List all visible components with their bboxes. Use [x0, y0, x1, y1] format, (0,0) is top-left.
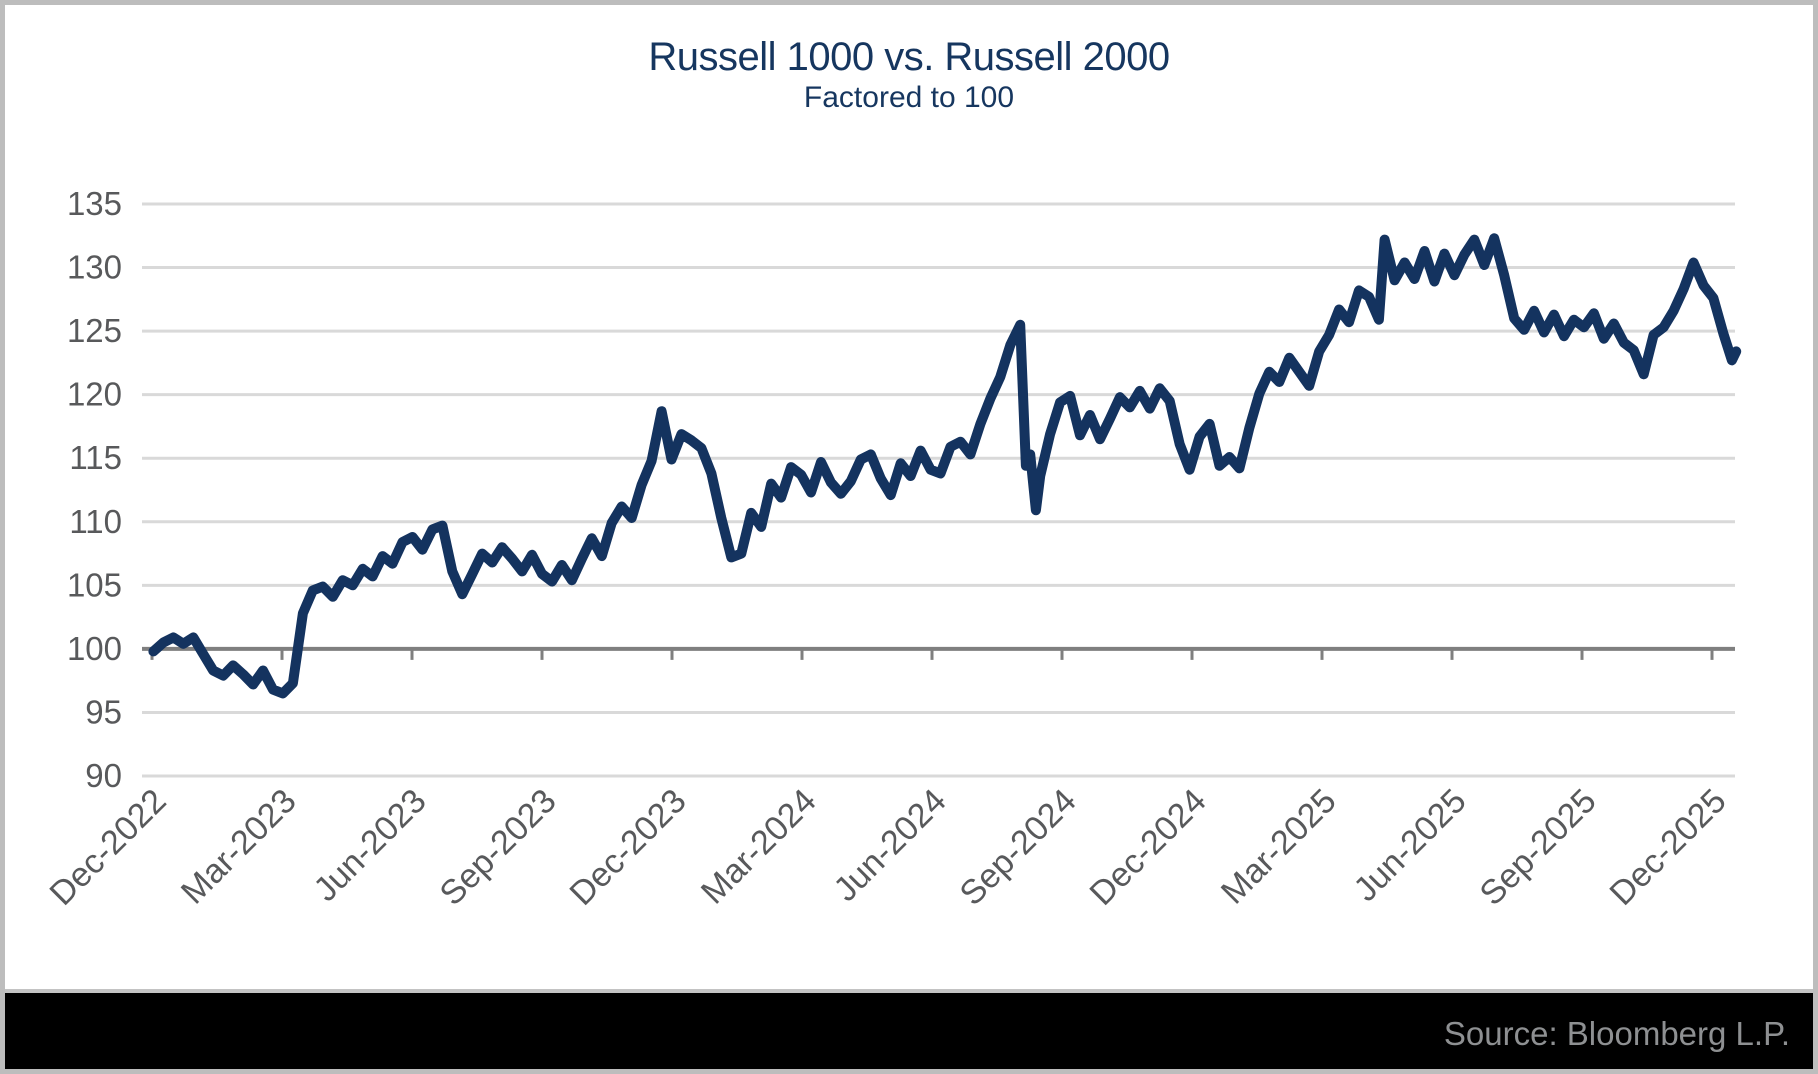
y-axis-label-135: 135 — [67, 185, 122, 222]
x-axis-label-Jun-2023: Jun-2023 — [307, 782, 434, 909]
y-axis-label-105: 105 — [67, 566, 122, 603]
y-axis-label-115: 115 — [69, 439, 122, 476]
x-axis-label-Jun-2024: Jun-2024 — [827, 782, 954, 909]
page-title: Russell 1000 vs. Russell 2000 — [648, 35, 1170, 79]
x-axis-label-Sep-2023: Sep-2023 — [433, 782, 564, 913]
x-axis-label-Dec-2022: Dec-2022 — [43, 782, 174, 913]
source-footer-bar: Source: Bloomberg L.P. — [5, 989, 1813, 1069]
page-subtitle: Factored to 100 — [803, 81, 1015, 114]
x-axis-label-Sep-2025: Sep-2025 — [1473, 782, 1604, 913]
x-axis-label-Mar-2025: Mar-2025 — [1214, 782, 1344, 912]
x-axis-label-Mar-2023: Mar-2023 — [174, 782, 304, 912]
y-axis-label-90: 90 — [85, 757, 122, 794]
y-axis-label-100: 100 — [67, 630, 122, 667]
y-axis-label-130: 130 — [67, 249, 122, 286]
russell-ratio-line — [148, 233, 1742, 699]
x-axis-label-Mar-2024: Mar-2024 — [694, 782, 824, 912]
y-axis-label-110: 110 — [69, 503, 122, 540]
y-axis-label-95: 95 — [85, 693, 122, 730]
x-axis-label-Dec-2024: Dec-2024 — [1083, 782, 1214, 913]
title-block: Russell 1000 vs. Russell 2000 Factored t… — [5, 35, 1813, 117]
x-axis-label-Jun-2025: Jun-2025 — [1347, 782, 1474, 909]
x-axis-label-Sep-2024: Sep-2024 — [953, 782, 1084, 913]
x-axis-label-Dec-2023: Dec-2023 — [563, 782, 694, 913]
y-axis-label-125: 125 — [67, 312, 122, 349]
y-axis-label-120: 120 — [67, 376, 122, 413]
source-credit: Source: Bloomberg L.P. — [1443, 1014, 1790, 1052]
x-axis-label-Dec-2025: Dec-2025 — [1603, 782, 1734, 913]
